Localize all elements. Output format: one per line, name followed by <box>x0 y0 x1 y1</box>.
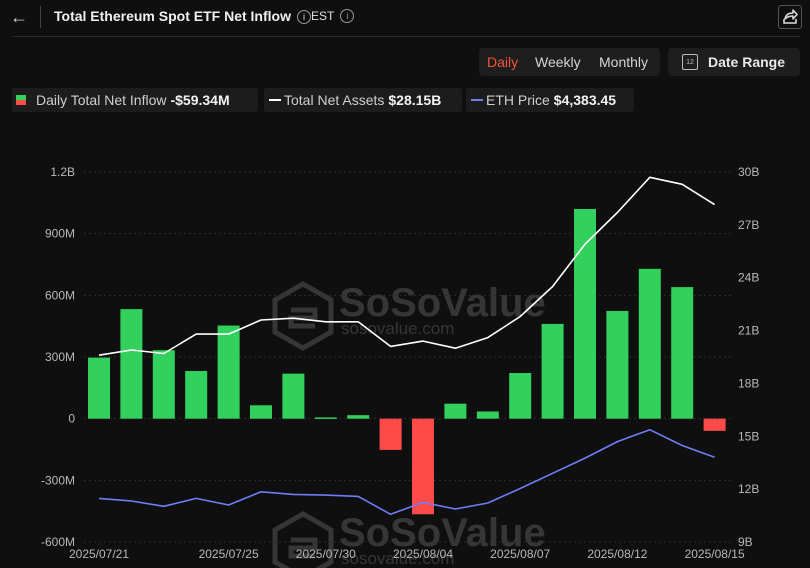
logo-mark <box>288 537 318 559</box>
tab-weekly[interactable]: Weekly <box>535 54 581 70</box>
legend-net-assets-value: $28.15B <box>388 92 442 108</box>
legend-eth-price-label: ETH Price <box>486 92 550 108</box>
watermark-brand-0: SoSoValue <box>339 281 546 325</box>
calendar-icon: 12 <box>682 54 698 70</box>
logo-hexagon <box>272 281 334 351</box>
inflow-bar <box>120 309 143 419</box>
x-axis-labels: 2025/07/21 2025/07/25 2025/07/30 2025/08/04… <box>69 547 745 561</box>
inflow-bar <box>412 418 434 515</box>
legend-net-assets[interactable]: Total Net Assets $28.15B <box>264 88 462 112</box>
sosovalue-logo-1 <box>272 511 334 568</box>
inflow-bar <box>314 417 337 419</box>
legend-net-assets-label: Total Net Assets <box>284 92 385 108</box>
x-tick-label: 2025/08/12 <box>587 547 647 561</box>
page-title-text: Total Ethereum Spot ETF Net Inflow <box>54 8 291 24</box>
info-icon[interactable]: i <box>296 10 311 24</box>
inflow-bar <box>638 268 661 419</box>
left-tick-label: 0 <box>68 412 75 426</box>
inflow-bar <box>217 325 240 419</box>
date-range-label: Date Range <box>708 54 786 70</box>
legend-net-inflow-value: -$59.34M <box>170 92 230 108</box>
tab-daily[interactable]: Daily <box>487 54 519 70</box>
tab-monthly[interactable]: Monthly <box>599 54 649 70</box>
legend-eth-price-value: $4,383.45 <box>553 92 617 108</box>
inflow-bar <box>574 209 596 419</box>
eth-price-line <box>98 428 715 516</box>
inflow-bar <box>509 373 532 419</box>
right-tick-label: 30B <box>738 165 759 179</box>
inflow-bar <box>671 287 694 419</box>
header-divider <box>40 6 41 28</box>
arrow-left-icon[interactable]: ← <box>10 7 28 27</box>
page-title: Total Ethereum Spot ETF Net Inflow i <box>54 8 311 24</box>
left-tick-label: -300M <box>41 473 75 487</box>
x-tick-label: 2025/08/15 <box>685 547 745 561</box>
timezone-label[interactable]: EST i <box>311 9 355 23</box>
logo-mark <box>288 307 318 329</box>
x-tick-label: 2025/07/25 <box>199 547 259 561</box>
left-tick-label: 600M <box>45 288 75 302</box>
right-tick-label: 12B <box>738 482 759 496</box>
inflow-bar <box>88 357 110 419</box>
watermark-url-0: sosovalue.com <box>341 319 454 338</box>
chart-lines <box>98 176 716 516</box>
left-tick-label: 300M <box>45 350 75 364</box>
inflow-bar <box>250 405 272 419</box>
left-tick-label: 1.2B <box>50 165 75 179</box>
right-tick-label: 24B <box>738 271 759 285</box>
right-tick-label: 18B <box>738 376 759 390</box>
right-axis-labels: 30B 27B 24B 21B 18B 15B 12B 9B <box>738 165 759 549</box>
legend-net-inflow[interactable]: Daily Total Net Inflow -$59.34M <box>12 88 258 112</box>
inflow-swatch <box>16 95 26 105</box>
header-bar: ← Total Ethereum Spot ETF Net Inflow i ES… <box>0 0 810 36</box>
net-assets-swatch <box>269 99 281 101</box>
x-tick-label: 2025/08/04 <box>393 547 453 561</box>
inflow-bar <box>379 418 402 450</box>
right-tick-label: 9B <box>738 535 753 549</box>
inflow-bar <box>185 370 208 419</box>
left-axis-labels: 1.2B 900M 600M 300M 0 -300M -600M <box>41 165 75 549</box>
granularity-tabs: Daily Weekly Monthly <box>479 48 660 76</box>
legend-net-inflow-label: Daily Total Net Inflow <box>36 92 167 108</box>
x-tick-label: 2025/08/07 <box>490 547 550 561</box>
right-tick-label: 15B <box>738 429 759 443</box>
watermark-brand-1: SoSoValue <box>339 511 546 555</box>
watermark: SoSoValuesosovalue.comSoSoValuesosovalue… <box>272 281 546 568</box>
inflow-bar <box>606 310 629 419</box>
x-tick-label: 2025/07/21 <box>69 547 129 561</box>
inflow-bar <box>703 418 726 431</box>
eth-price-swatch <box>471 99 483 101</box>
logo-hexagon <box>272 511 334 568</box>
watermark-url-1: sosovalue.com <box>341 549 454 568</box>
inflow-bar <box>152 350 175 419</box>
legend-eth-price[interactable]: ETH Price $4,383.45 <box>466 88 634 112</box>
timezone-text: EST <box>311 9 335 23</box>
timezone-info-icon[interactable]: i <box>340 9 355 23</box>
date-range-button[interactable]: 12 Date Range <box>668 48 800 76</box>
share-icon[interactable] <box>778 5 802 29</box>
left-tick-label: 900M <box>45 227 75 241</box>
inflow-bar <box>347 415 370 419</box>
right-tick-label: 21B <box>738 324 759 338</box>
right-tick-label: 27B <box>738 218 759 232</box>
left-tick-label: -600M <box>41 535 75 549</box>
inflow-bars <box>88 209 726 515</box>
x-tick-label: 2025/07/30 <box>296 547 356 561</box>
header-divider-line <box>12 36 800 37</box>
sosovalue-logo-0 <box>272 281 334 351</box>
inflow-bar <box>476 411 499 419</box>
net-assets-line <box>98 176 716 356</box>
inflow-bar <box>444 403 467 419</box>
inflow-bar <box>282 373 305 419</box>
chart-gridlines <box>84 171 732 543</box>
inflow-bar <box>541 323 564 419</box>
